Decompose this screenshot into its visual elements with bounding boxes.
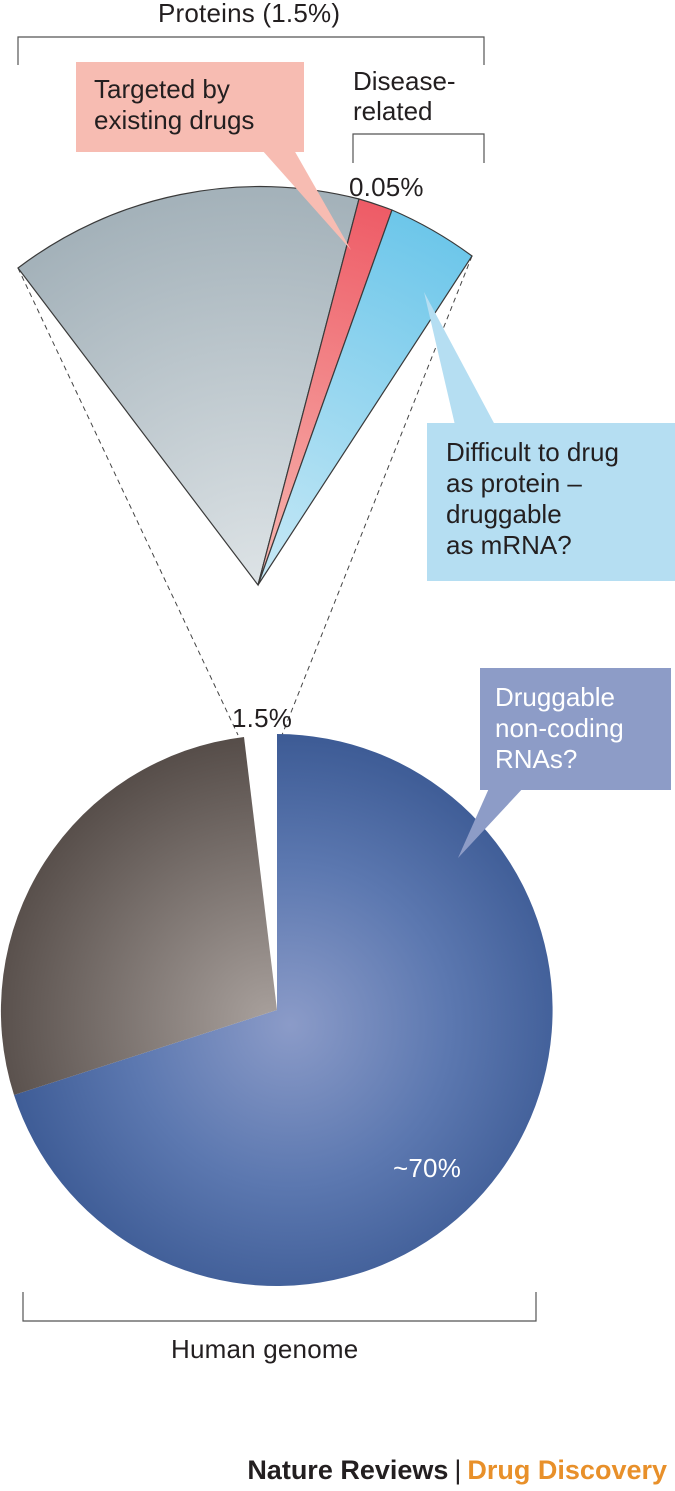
journal-section: Drug Discovery xyxy=(467,1455,667,1485)
credit-separator: | xyxy=(454,1455,462,1485)
difficult-callout-box xyxy=(427,423,675,581)
noncoding-callout-box xyxy=(480,668,671,790)
disease-bracket xyxy=(352,133,485,163)
targeted-callout-box xyxy=(76,62,304,152)
proteins-bracket-label: Proteins (1.5%) xyxy=(158,0,341,28)
journal-name: Nature Reviews xyxy=(247,1455,449,1485)
noncoding-callout-tail xyxy=(458,786,525,858)
genome-slice-blue xyxy=(14,734,553,1286)
wedge-grey-segment xyxy=(17,185,360,587)
difficult-callout-tail xyxy=(424,292,495,425)
genome-bracket-label: Human genome xyxy=(171,1334,359,1364)
big-percentage-label: ~70% xyxy=(393,1153,462,1183)
genome-bracket xyxy=(22,1292,537,1322)
small-percentage-label: 0.05% xyxy=(349,172,424,202)
protein-wedge xyxy=(17,185,473,587)
slice-percentage-label: 1.5% xyxy=(232,703,293,733)
disease-bracket-label: Disease- related xyxy=(353,66,456,126)
proteins-bracket xyxy=(17,36,485,65)
journal-credit: Nature Reviews | Drug Discovery xyxy=(0,1455,667,1486)
wedge-difficult-segment xyxy=(257,209,473,586)
targeted-callout-text: Targeted by existing drugs xyxy=(94,74,255,135)
genome-slice-grey xyxy=(0,737,277,1095)
difficult-callout-text: Difficult to drug as protein – druggable… xyxy=(446,437,619,560)
genome-pie xyxy=(0,734,553,1286)
targeted-callout-tail xyxy=(262,150,351,250)
noncoding-callout-text: Druggable non-coding RNAs? xyxy=(495,682,624,774)
